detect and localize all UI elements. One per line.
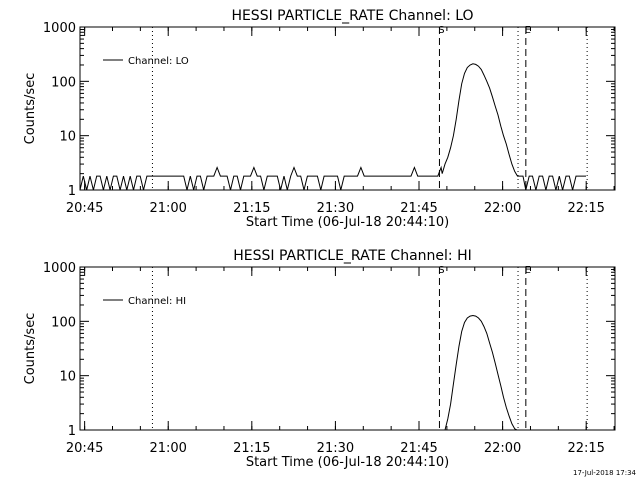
y-tick-label: 10 [59,130,76,145]
x-tick-label: 20:45 [66,201,103,216]
legend-entry: Channel: HI [128,296,186,307]
plot-frame [79,266,616,431]
chart-hi: HESSI PARTICLE_RATE Channel: HI 1 10 100 100… [23,248,616,470]
y-tick-label: 100 [51,315,76,330]
x-tick-label: 22:15 [567,201,604,216]
x-tick-label: 21:15 [233,441,270,456]
x-tick-label: 21:00 [149,441,186,456]
x-tick-label: 21:45 [400,201,437,216]
x-tick-label: 21:30 [317,441,354,456]
x-tick-label: 22:00 [484,201,521,216]
footer-timestamp: 17-Jul-2018 17:34 [573,469,637,477]
series-line-0 [79,63,586,191]
x-axis-label: Start Time (06-Jul-18 20:44:10) [246,455,449,470]
y-tick-label: 1000 [43,261,76,276]
series-line-0 [444,314,518,431]
marker-label-e: E [525,25,531,36]
x-tick-label: 21:00 [149,201,186,216]
x-axis-label: Start Time (06-Jul-18 20:44:10) [246,215,449,230]
y-tick-label: 10 [59,370,76,385]
chart-title: HESSI PARTICLE_RATE Channel: HI [233,248,471,264]
y-tick-label: 1 [68,184,76,199]
y-tick-label: 100 [51,75,76,90]
x-tick-label: 21:30 [317,201,354,216]
x-tick-label: 21:45 [400,441,437,456]
marker-label-s: S [438,25,444,36]
chart-lo: HESSI PARTICLE_RATE Channel: LO 1 10 100 100… [23,8,616,230]
y-tick-label: 1000 [43,21,76,36]
x-tick-label: 20:45 [66,441,103,456]
chart-title: HESSI PARTICLE_RATE Channel: LO [231,8,473,24]
legend-entry: Channel: LO [128,56,189,67]
marker-label-e: E [525,265,531,276]
plot-frame [79,26,616,191]
y-axis-label: Counts/sec [23,73,38,145]
x-tick-label: 22:15 [567,441,604,456]
marker-label-s: S [438,265,444,276]
x-tick-label: 21:15 [233,201,270,216]
y-axis-label: Counts/sec [23,313,38,385]
x-tick-label: 22:00 [484,441,521,456]
y-tick-label: 1 [68,424,76,439]
